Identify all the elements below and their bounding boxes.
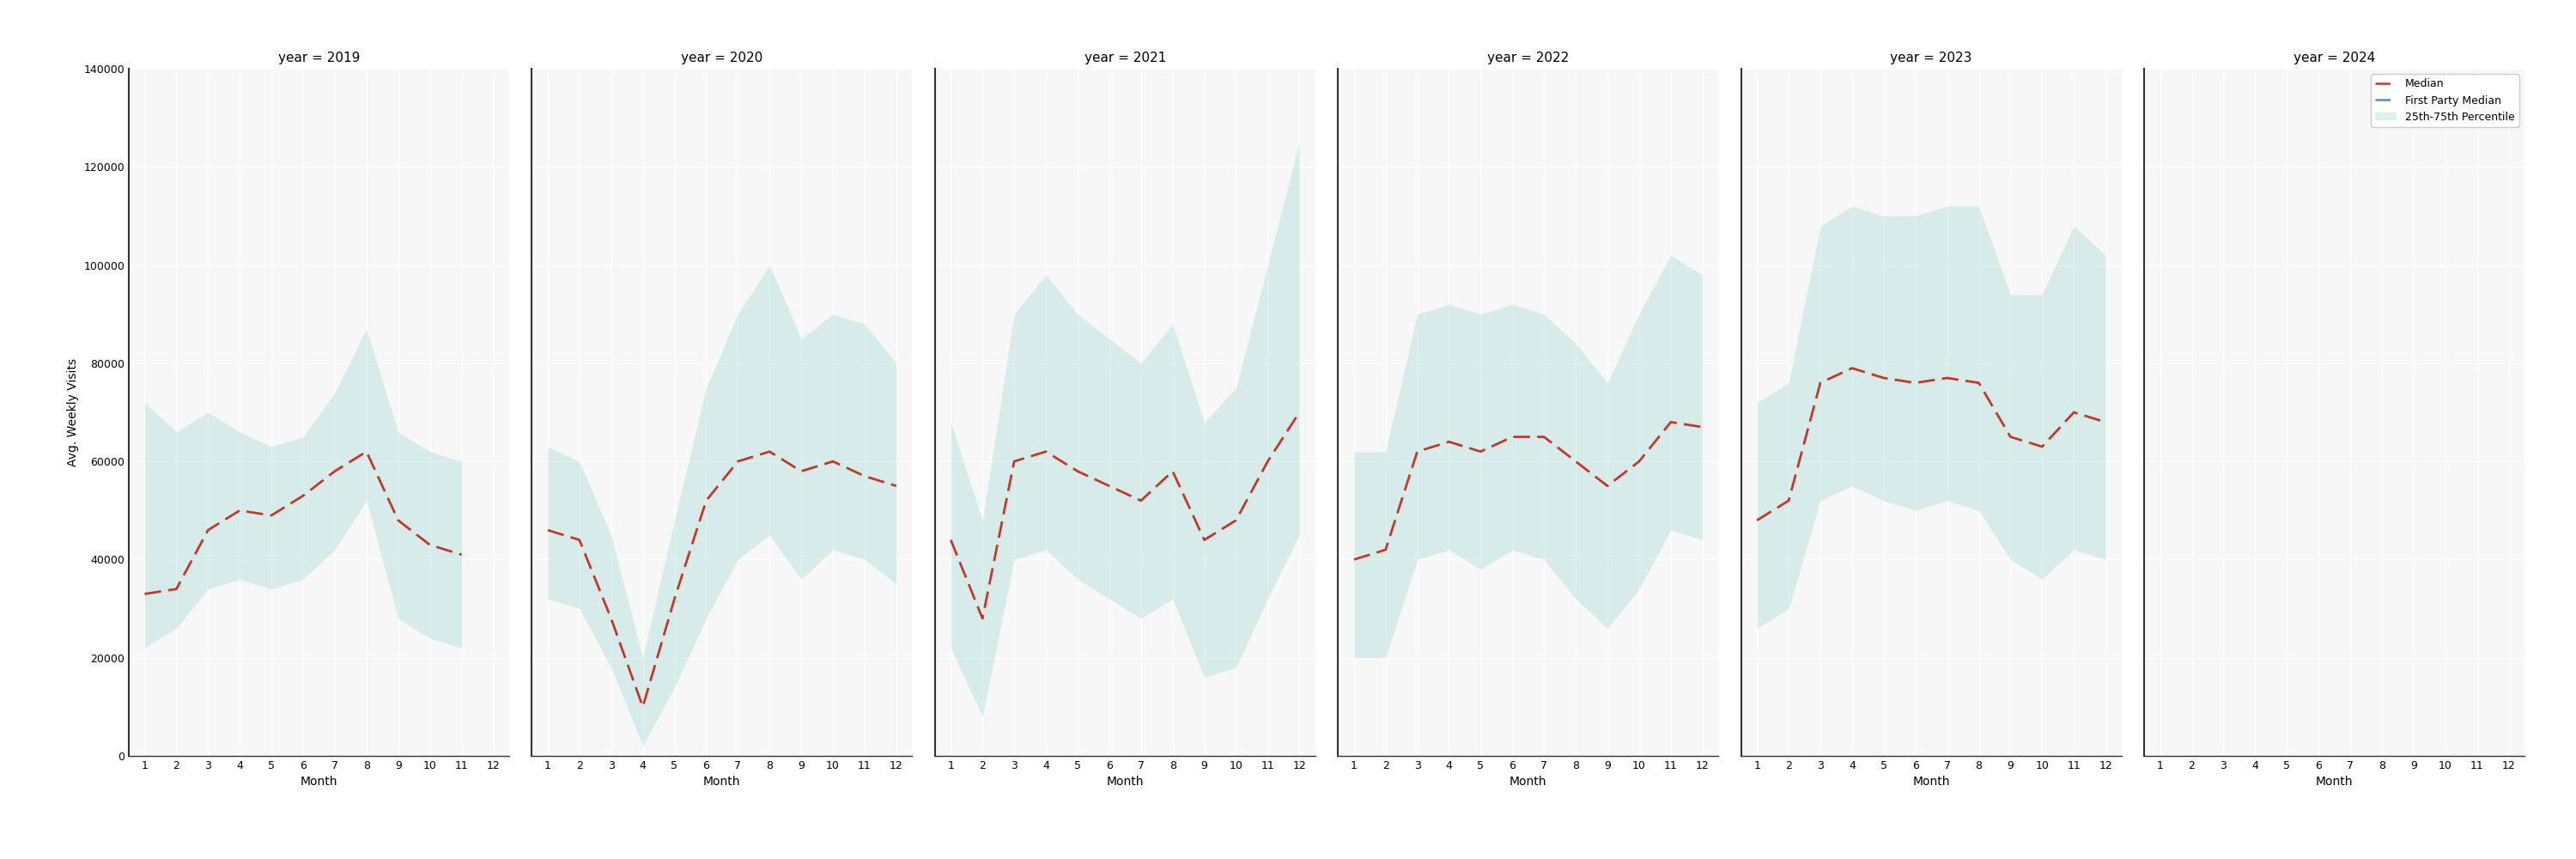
Y-axis label: Avg. Weekly Visits: Avg. Weekly Visits: [67, 358, 80, 466]
Legend: Median, First Party Median, 25th-75th Percentile: Median, First Party Median, 25th-75th Pe…: [2370, 74, 2519, 127]
Title: year = 2020: year = 2020: [680, 52, 762, 64]
X-axis label: Month: Month: [1510, 776, 1546, 788]
X-axis label: Month: Month: [301, 776, 337, 788]
Title: year = 2022: year = 2022: [1486, 52, 1569, 64]
Title: year = 2019: year = 2019: [278, 52, 361, 64]
Title: year = 2021: year = 2021: [1084, 52, 1167, 64]
Title: year = 2023: year = 2023: [1891, 52, 1973, 64]
X-axis label: Month: Month: [1911, 776, 1950, 788]
X-axis label: Month: Month: [2316, 776, 2352, 788]
X-axis label: Month: Month: [1108, 776, 1144, 788]
Title: year = 2024: year = 2024: [2293, 52, 2375, 64]
X-axis label: Month: Month: [703, 776, 742, 788]
